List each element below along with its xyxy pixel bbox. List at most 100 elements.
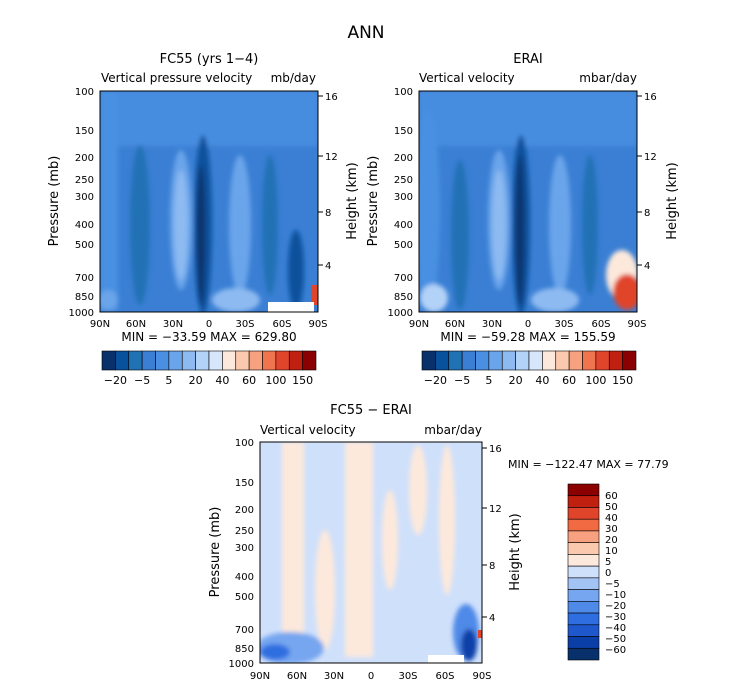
y-axis-right <box>318 95 323 266</box>
colorbar-label: 0 <box>605 568 611 579</box>
y-tick-label: 850 <box>75 292 94 303</box>
height-tick-label: 4 <box>644 261 650 272</box>
y-tick-label: 1000 <box>388 308 413 319</box>
colorbar-swatch <box>475 350 490 371</box>
min-max-stats: MIN = −122.47 MAX = 77.79 <box>508 458 669 471</box>
height-tick-label: 4 <box>489 613 495 624</box>
colorbar-swatch <box>567 577 600 590</box>
y-tick-label: 400 <box>75 220 94 231</box>
colorbar-label: −30 <box>605 612 626 623</box>
colorbar-swatch <box>421 350 436 371</box>
colorbar-swatch <box>567 554 600 567</box>
colorbar-label: 150 <box>612 374 633 387</box>
y-tick-label: 850 <box>394 292 413 303</box>
y-tick-label: 200 <box>75 153 94 164</box>
contour-sh-descent <box>229 155 251 295</box>
y-tick-label: 200 <box>394 153 413 164</box>
contour-nh-descent-core <box>174 170 188 280</box>
colorbar-swatch <box>567 636 600 649</box>
colorbar-swatch <box>567 647 600 661</box>
colorbar-swatch <box>567 507 600 520</box>
y-tick-label: 400 <box>235 572 254 583</box>
contour-sh-ascent <box>582 155 598 295</box>
units-label: mb/day <box>271 71 316 85</box>
x-tick-label: 30N <box>324 671 344 682</box>
plot-frame <box>259 441 483 664</box>
colorbar-label: 10 <box>605 546 618 557</box>
x-tick-label: 30N <box>482 319 502 330</box>
min-max-stats: MIN = −33.59 MAX = 629.80 <box>121 330 296 344</box>
height-tick-label: 16 <box>489 444 502 455</box>
contour-west-band <box>419 110 440 310</box>
colorbar-swatch <box>567 589 600 602</box>
contour-positive-band <box>409 445 427 535</box>
colorbar-swatch <box>248 350 263 371</box>
contour-itcz-core <box>516 155 524 305</box>
colorbar-swatch <box>567 542 600 555</box>
colorbar-swatch <box>435 350 450 371</box>
colorbar-swatch <box>542 350 557 371</box>
x-tick-label: 30S <box>398 671 417 682</box>
height-tick-label: 8 <box>489 561 495 572</box>
colorbar-swatch <box>128 350 143 371</box>
panel-fc55: FC55 (yrs 1−4) Vertical pressure velocit… <box>47 52 360 387</box>
colorbar-label: 5 <box>605 557 611 568</box>
colorbar-swatch <box>568 350 583 371</box>
contour-sh-ascent <box>262 155 278 295</box>
colorbar-swatch <box>222 350 237 371</box>
panel-difference: FC55 − ERAI Vertical velocity mbar/day <box>208 403 669 682</box>
colorbar-label: −5 <box>134 374 150 387</box>
y-axis-right <box>637 95 642 266</box>
colorbar-swatch <box>567 612 600 626</box>
colorbar-label: 20 <box>605 535 618 546</box>
colorbar-swatch <box>567 483 600 497</box>
colorbar-swatch <box>488 350 503 371</box>
contour-polar-low-core <box>461 629 477 661</box>
y-tick-label: 500 <box>394 240 413 251</box>
y-tick-label: 150 <box>235 478 254 489</box>
y-tick-label: 300 <box>75 192 94 203</box>
y-tick-label: 250 <box>235 526 254 537</box>
colorbar-label: 100 <box>585 374 606 387</box>
y-axis-right-title: Height (km) <box>345 162 360 239</box>
x-tick-label: 60N <box>126 319 146 330</box>
colorbar-label: −20 <box>424 374 447 387</box>
min-max-stats: MIN = −59.28 MAX = 155.59 <box>440 330 615 344</box>
contour-field <box>100 91 318 312</box>
x-tick-label: 90S <box>627 319 646 330</box>
colorbar-label: −20 <box>605 601 626 612</box>
variable-label: Vertical pressure velocity <box>101 71 252 85</box>
colorbar-swatch <box>567 601 600 614</box>
colorbar-swatch <box>302 350 317 371</box>
colorbar-label: 40 <box>605 513 618 524</box>
contour-upper-level <box>100 91 318 146</box>
colorbar-swatch <box>181 350 196 371</box>
x-tick-label: 0 <box>525 319 531 330</box>
contour-polar-max <box>311 285 318 305</box>
y-axis-left: 100 150 200 250 300 400 500 700 850 1000 <box>69 87 94 319</box>
x-tick-label: 90N <box>409 319 429 330</box>
height-tick-label: 8 <box>644 208 650 219</box>
colorbar-swatch <box>141 350 156 371</box>
colorbar-swatch <box>461 350 476 371</box>
x-axis: 90N 60N 30N 0 30S 60S 90S <box>250 671 492 682</box>
colorbar-label: 30 <box>605 524 618 535</box>
colorbar-swatch <box>262 350 277 371</box>
y-tick-label: 700 <box>75 273 94 284</box>
height-tick-label: 12 <box>644 152 657 163</box>
y-tick-label: 250 <box>75 175 94 186</box>
y-tick-label: 100 <box>394 87 413 98</box>
contour-positive-band <box>382 490 398 590</box>
contour-polar-max <box>478 630 482 638</box>
plot-frame <box>418 90 638 313</box>
colorbar-swatch <box>595 350 610 371</box>
colorbar-label: 20 <box>189 374 203 387</box>
colorbar-label: −60 <box>605 645 626 656</box>
colorbar-label: 50 <box>605 502 618 513</box>
contour-sh-descent <box>549 155 571 295</box>
x-tick-label: 60S <box>435 671 454 682</box>
x-tick-label: 60N <box>287 671 307 682</box>
variable-label: Vertical velocity <box>419 71 515 85</box>
contour-field <box>419 91 637 312</box>
panel-title: ERAI <box>513 52 542 67</box>
